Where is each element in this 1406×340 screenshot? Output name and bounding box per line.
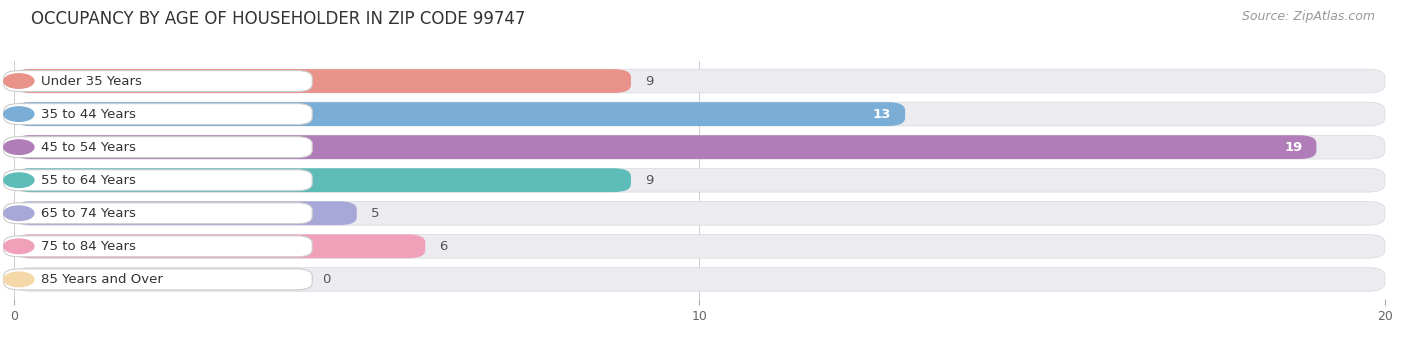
Circle shape [4, 239, 34, 254]
FancyBboxPatch shape [4, 104, 312, 124]
FancyBboxPatch shape [14, 102, 905, 126]
Circle shape [4, 107, 34, 121]
Text: 65 to 74 Years: 65 to 74 Years [42, 207, 136, 220]
Text: 35 to 44 Years: 35 to 44 Years [42, 107, 136, 121]
Text: 9: 9 [644, 74, 652, 87]
FancyBboxPatch shape [14, 168, 1385, 192]
Text: 19: 19 [1285, 141, 1303, 154]
FancyBboxPatch shape [14, 69, 631, 93]
FancyBboxPatch shape [14, 168, 631, 192]
FancyBboxPatch shape [4, 137, 312, 158]
FancyBboxPatch shape [4, 236, 312, 257]
Circle shape [4, 206, 34, 221]
Text: Under 35 Years: Under 35 Years [42, 74, 142, 87]
FancyBboxPatch shape [4, 71, 312, 91]
Text: 75 to 84 Years: 75 to 84 Years [42, 240, 136, 253]
FancyBboxPatch shape [14, 69, 1385, 93]
Circle shape [4, 173, 34, 187]
Text: 9: 9 [644, 174, 652, 187]
FancyBboxPatch shape [4, 170, 312, 191]
FancyBboxPatch shape [14, 201, 1385, 225]
Text: 6: 6 [439, 240, 447, 253]
Text: OCCUPANCY BY AGE OF HOUSEHOLDER IN ZIP CODE 99747: OCCUPANCY BY AGE OF HOUSEHOLDER IN ZIP C… [31, 10, 526, 28]
FancyBboxPatch shape [14, 268, 1385, 291]
Text: Source: ZipAtlas.com: Source: ZipAtlas.com [1241, 10, 1375, 23]
Text: 13: 13 [873, 107, 891, 121]
FancyBboxPatch shape [14, 201, 357, 225]
Text: 0: 0 [322, 273, 330, 286]
Circle shape [4, 74, 34, 88]
Text: 5: 5 [371, 207, 380, 220]
FancyBboxPatch shape [14, 234, 425, 258]
FancyBboxPatch shape [14, 234, 1385, 258]
Text: 45 to 54 Years: 45 to 54 Years [42, 141, 136, 154]
Circle shape [4, 140, 34, 154]
FancyBboxPatch shape [14, 135, 1316, 159]
Text: 85 Years and Over: 85 Years and Over [42, 273, 163, 286]
FancyBboxPatch shape [4, 203, 312, 224]
FancyBboxPatch shape [14, 135, 1385, 159]
FancyBboxPatch shape [14, 102, 1385, 126]
FancyBboxPatch shape [4, 269, 312, 290]
Circle shape [4, 272, 34, 287]
Text: 55 to 64 Years: 55 to 64 Years [42, 174, 136, 187]
